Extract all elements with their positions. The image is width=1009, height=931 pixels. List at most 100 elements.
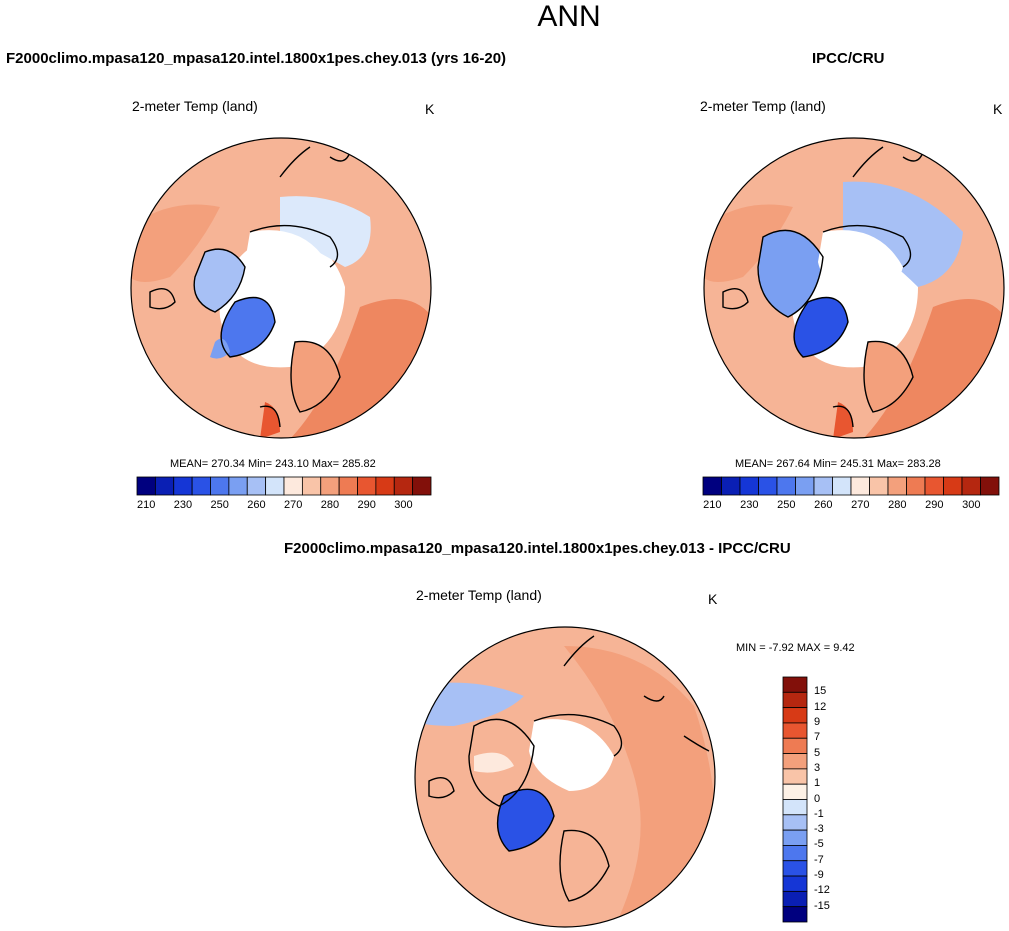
panel-obs-units: K xyxy=(993,101,1003,117)
panel-obs-variable: 2-meter Temp (land) xyxy=(700,98,826,114)
colorbar-diff-tick-label: -7 xyxy=(814,853,824,866)
panel-diff-title: F2000climo.mpasa120_mpasa120.intel.1800x… xyxy=(284,540,791,557)
colorbar-model-swatch xyxy=(393,476,414,496)
colorbar-obs-swatch xyxy=(813,476,833,496)
colorbar-obs-swatch xyxy=(906,476,926,496)
colorbar-diff-swatch xyxy=(782,829,808,846)
colorbar-model-ticks: 210 230 250 260 270 280 290 300 xyxy=(137,499,431,513)
colorbar-diff-tick-label: 7 xyxy=(814,731,821,744)
colorbar-model-swatch xyxy=(283,476,303,496)
colorbar-obs-swatch xyxy=(795,476,815,496)
colorbar-model-swatch xyxy=(265,476,285,496)
panel-obs-stats: MEAN= 267.64 Min= 245.31 Max= 283.28 xyxy=(735,458,941,470)
colorbar-obs-tick-label: 260 xyxy=(814,499,833,511)
colorbar-diff-swatch xyxy=(782,799,808,816)
colorbar-model-tick-label: 230 xyxy=(173,499,193,511)
panel-model-variable: 2-meter Temp (land) xyxy=(132,98,258,114)
colorbar-model-tick-label: 280 xyxy=(320,499,340,511)
colorbar-diff-swatch xyxy=(782,691,808,709)
colorbar-model-tick-label: 250 xyxy=(210,499,229,511)
colorbar-diff-swatch xyxy=(782,783,808,800)
panel-model-stats: MEAN= 270.34 Min= 243.10 Max= 285.82 xyxy=(170,458,376,470)
colorbar-diff-swatch xyxy=(782,737,808,754)
colorbar-obs-swatch xyxy=(832,476,852,496)
colorbar-obs-tick-label: 280 xyxy=(888,499,907,511)
colorbar-obs-swatch xyxy=(850,476,870,496)
colorbar-obs-swatch xyxy=(702,476,722,496)
colorbar-obs-swatch xyxy=(980,476,1000,496)
colorbar-model-swatch xyxy=(173,476,193,496)
colorbar-diff-swatch xyxy=(782,875,808,892)
colorbar-diff-tick-label: 9 xyxy=(814,715,821,728)
panel-diff-units: K xyxy=(708,591,718,607)
colorbar-model-swatch xyxy=(412,476,432,496)
colorbar-obs-tick-label: 270 xyxy=(851,499,870,511)
colorbar-diff-swatch xyxy=(782,722,808,739)
figure-title: ANN xyxy=(537,0,601,33)
colorbar-diff-tick-label: 15 xyxy=(814,685,827,698)
colorbar-diff xyxy=(782,676,808,923)
colorbar-diff-ticks: 15 12 9 7 5 3 1 0 -1 -3 -5 -7 -9 -12 -15 xyxy=(814,677,854,922)
colorbar-model-swatch xyxy=(191,476,211,496)
map-obs xyxy=(703,137,1005,439)
colorbar-diff-swatch xyxy=(782,845,808,862)
colorbar-model-tick-label: 260 xyxy=(247,499,266,511)
colorbar-model-swatch xyxy=(246,476,267,496)
colorbar-obs-swatch xyxy=(887,476,907,496)
colorbar-obs-tick-label: 230 xyxy=(740,499,759,511)
colorbar-model xyxy=(136,476,432,496)
colorbar-diff-tick-label: -3 xyxy=(814,823,824,836)
colorbar-model-swatch xyxy=(375,476,395,496)
colorbar-diff-tick-label: -1 xyxy=(814,807,824,820)
colorbar-obs-ticks: 210 230 250 260 270 280 290 300 xyxy=(703,499,999,513)
colorbar-model-swatch xyxy=(301,476,322,496)
colorbar-diff-tick-label: -15 xyxy=(814,899,830,912)
colorbar-obs-tick-label: 250 xyxy=(777,499,796,511)
colorbar-obs-swatch xyxy=(776,476,796,496)
colorbar-model-swatch xyxy=(228,476,248,496)
colorbar-model-swatch xyxy=(210,476,230,496)
colorbar-diff-tick-label: -9 xyxy=(814,869,824,882)
colorbar-model-swatch xyxy=(357,476,377,496)
panel-diff-variable: 2-meter Temp (land) xyxy=(416,587,542,603)
colorbar-obs-swatch xyxy=(739,476,759,496)
colorbar-diff-swatch xyxy=(782,890,808,908)
panel-obs-title: IPCC/CRU xyxy=(812,50,885,67)
colorbar-model-swatch xyxy=(154,476,175,496)
colorbar-model-swatch xyxy=(136,476,156,496)
colorbar-diff-tick-label: 5 xyxy=(814,746,821,759)
colorbar-obs-tick-label: 300 xyxy=(962,499,981,511)
colorbar-diff-tick-label: 12 xyxy=(814,700,827,713)
colorbar-obs-tick-label: 290 xyxy=(925,499,944,511)
panel-diff-stats: MIN = -7.92 MAX = 9.42 xyxy=(736,642,855,654)
colorbar-diff-swatch xyxy=(782,814,808,831)
colorbar-diff-swatch xyxy=(782,860,808,877)
colorbar-diff-swatch xyxy=(782,906,808,923)
colorbar-model-tick-label: 210 xyxy=(137,499,156,511)
colorbar-obs-swatch xyxy=(758,476,778,496)
colorbar-obs xyxy=(702,476,1000,496)
colorbar-diff-swatch xyxy=(782,753,808,770)
colorbar-obs-tick-label: 210 xyxy=(703,499,722,511)
colorbar-model-tick-label: 270 xyxy=(284,499,303,511)
colorbar-diff-swatch xyxy=(782,707,808,724)
colorbar-obs-swatch xyxy=(961,476,981,496)
colorbar-obs-swatch xyxy=(869,476,889,496)
colorbar-diff-tick-label: -12 xyxy=(814,884,830,897)
panel-model-title: F2000climo.mpasa120_mpasa120.intel.1800x… xyxy=(6,50,507,67)
map-model xyxy=(130,137,432,439)
colorbar-diff-tick-label: 0 xyxy=(814,792,821,805)
colorbar-obs-swatch xyxy=(943,476,963,496)
map-diff xyxy=(414,626,716,928)
colorbar-diff-tick-label: -5 xyxy=(814,838,824,851)
colorbar-obs-swatch xyxy=(721,476,741,496)
colorbar-model-swatch xyxy=(338,476,358,496)
colorbar-model-tick-label: 300 xyxy=(394,499,413,511)
colorbar-model-swatch xyxy=(320,476,340,496)
colorbar-obs-swatch xyxy=(924,476,944,496)
colorbar-diff-tick-label: 1 xyxy=(814,777,821,790)
colorbar-diff-tick-label: 3 xyxy=(814,761,821,774)
colorbar-diff-swatch xyxy=(782,768,808,785)
colorbar-model-tick-label: 290 xyxy=(357,499,376,511)
panel-model-units: K xyxy=(425,101,435,117)
